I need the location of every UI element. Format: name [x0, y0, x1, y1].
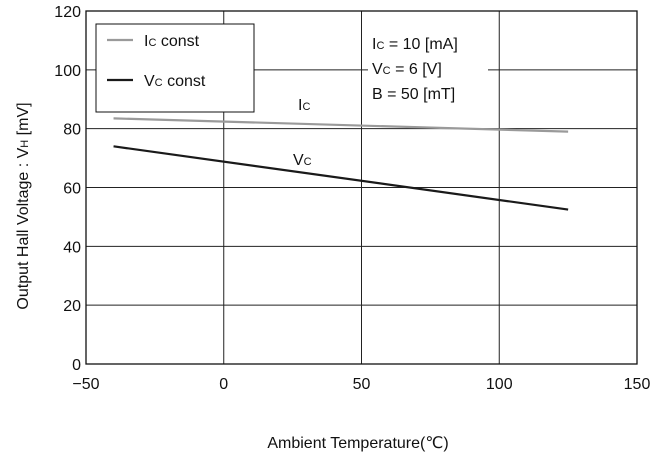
y-tick-label: 40 — [63, 239, 81, 256]
x-tick-label: 50 — [353, 376, 371, 393]
y-tick-label: 120 — [54, 4, 81, 21]
series-label-ic: IC — [298, 97, 310, 114]
y-tick-label: 20 — [63, 298, 81, 315]
series-label-vc: VC — [293, 152, 312, 169]
y-axis-title-main: Output Hall Voltage : V — [15, 147, 32, 309]
x-tick-label: 100 — [486, 376, 513, 393]
x-axis-title: Ambient Temperature(℃) — [267, 435, 448, 452]
y-tick-label: 80 — [63, 122, 81, 139]
condition-vc: VC = 6 [V] — [372, 61, 442, 78]
legend-label-ic: IC const — [144, 33, 200, 50]
condition-b: B = 50 [mT] — [372, 86, 455, 103]
condition-ic: IC = 10 [mA] — [372, 36, 458, 53]
x-tick-label: −50 — [72, 376, 99, 393]
y-axis-title-sub: H — [19, 140, 31, 148]
y-tick-label: 0 — [72, 357, 81, 374]
series-line-ic — [113, 117, 569, 133]
y-tick-label: 100 — [54, 63, 81, 80]
legend-box — [95, 23, 255, 113]
grid — [86, 11, 637, 364]
series-group — [113, 117, 569, 211]
y-tick-label: 60 — [63, 181, 81, 198]
legend: IC const VC const — [95, 23, 255, 113]
conditions-annotation: IC = 10 [mA] VC = 6 [V] B = 50 [mT] — [368, 30, 488, 104]
tick-labels: 0 20 40 60 80 100 120 −50 0 50 100 150 — [54, 4, 650, 393]
conditions-box — [368, 30, 488, 104]
x-tick-label: 0 — [219, 376, 228, 393]
x-tick-label: 150 — [624, 376, 651, 393]
y-axis-title: Output Hall Voltage : VH [mV] — [15, 102, 32, 309]
plot-frame — [85, 10, 638, 365]
legend-label-vc: VC const — [144, 73, 206, 90]
y-axis-title-unit: [mV] — [15, 102, 32, 139]
series-line-vc — [113, 145, 569, 211]
